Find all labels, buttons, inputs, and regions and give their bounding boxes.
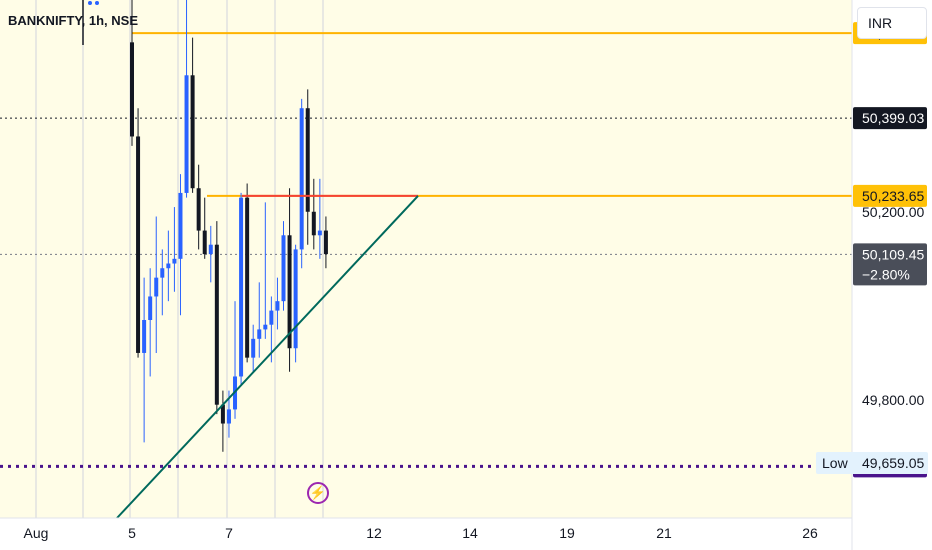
ascending-trendline: [116, 195, 419, 519]
price-tag-black-bg: [853, 107, 927, 130]
candle-body: [214, 244, 219, 405]
time-axis-label: 21: [656, 525, 672, 541]
candle-body: [166, 263, 171, 269]
candle-body: [317, 230, 322, 236]
time-axis-label: 19: [559, 525, 575, 541]
currency-selector[interactable]: INR: [857, 7, 927, 39]
low-label-text: Low: [822, 455, 849, 471]
chart-title: BANKNIFTY, 1h, NSE: [8, 13, 139, 28]
marker-dot: [95, 1, 99, 5]
price-tag-change: −2.80%: [862, 266, 910, 282]
candle-body: [142, 319, 147, 353]
candle-body: [299, 108, 304, 250]
marker-dot: [88, 1, 92, 5]
candle-body: [130, 42, 134, 137]
lightning-bolt-icon[interactable]: ⚡: [307, 482, 329, 504]
candle-body: [287, 235, 292, 349]
candle-body: [178, 192, 183, 259]
candle-body: [148, 296, 153, 320]
candle-body: [202, 230, 207, 255]
time-axis-label: 26: [802, 525, 818, 541]
candle-body: [196, 188, 201, 231]
candle-body: [281, 235, 286, 302]
candle-body: [251, 338, 256, 358]
price-tag-last: 50,109.45: [862, 246, 924, 262]
candle-body: [275, 301, 280, 311]
candle-body: [220, 404, 225, 424]
candle-body: [245, 197, 250, 358]
candle-body: [263, 324, 268, 330]
price-tag-black: 50,399.03: [862, 110, 924, 126]
candle-body: [293, 249, 298, 349]
candle-body: [226, 409, 231, 424]
candle-body: [190, 75, 195, 189]
plot-background: [0, 0, 852, 518]
time-axis-label: Aug: [24, 525, 49, 541]
candle-body: [208, 244, 213, 255]
price-tag-orange-lower: 50,233.65: [862, 188, 924, 204]
candle-body: [305, 108, 310, 212]
low-label-bg: [816, 452, 928, 474]
candle-body: [172, 258, 177, 264]
time-axis-label: 5: [128, 525, 136, 541]
price-tag-last-bg: [853, 243, 927, 286]
candle-body: [239, 197, 244, 377]
candle-body: [160, 268, 165, 278]
time-axis-label: 14: [462, 525, 478, 541]
candle-body: [269, 310, 274, 325]
price-tick-label: 50,200.00: [862, 204, 924, 220]
candle-body: [311, 211, 316, 236]
candle-body: [257, 329, 262, 339]
low-label-value: 49,659.05: [862, 455, 924, 471]
price-tick-label: 49,800.00: [862, 392, 924, 408]
candle-body: [136, 136, 141, 353]
time-axis-label: 12: [366, 525, 382, 541]
candle-body: [323, 230, 328, 255]
price-tag-orange-lower-bg: [853, 184, 927, 207]
candle-body: [184, 75, 189, 193]
time-axis-label: 7: [225, 525, 233, 541]
candle-body: [154, 277, 159, 297]
